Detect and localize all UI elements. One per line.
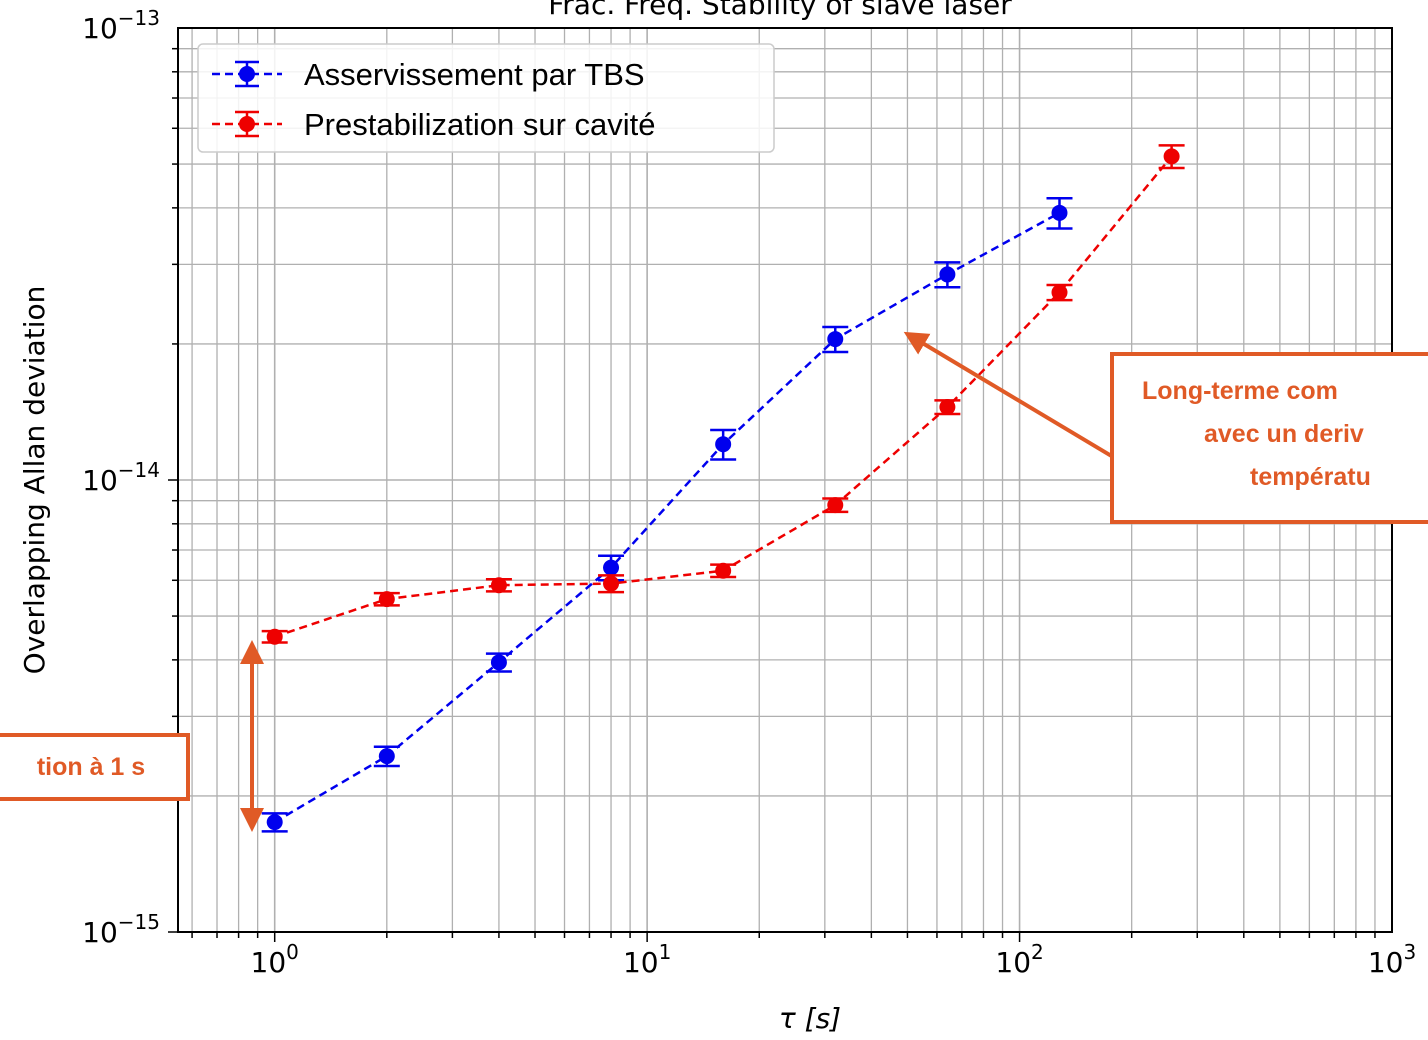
- data-point: [827, 331, 844, 348]
- y-tick-label-base: 10: [82, 916, 118, 949]
- data-point: [266, 628, 283, 645]
- series-1: [261, 144, 1185, 645]
- y-axis-label: Overlapping Allan deviation: [18, 286, 51, 675]
- data-point: [603, 559, 620, 576]
- annotation-long-term-line-1: Long-terme com: [1142, 377, 1338, 405]
- y-tick-label-exponent: −15: [118, 910, 160, 934]
- y-tick-label-base: 10: [82, 464, 118, 497]
- data-point: [490, 654, 507, 671]
- y-tick-label: 10−15: [82, 910, 160, 949]
- x-tick-label: 101: [623, 940, 671, 979]
- data-point: [939, 399, 956, 416]
- y-tick-label: 10−13: [82, 6, 160, 45]
- x-tick-label-exponent: 1: [659, 940, 672, 964]
- x-tick-label: 100: [251, 940, 299, 979]
- annotation-long-term: Long-terme com avec un deriv températu: [1110, 352, 1428, 524]
- series-line: [274, 211, 1061, 824]
- legend-swatch-marker: [239, 116, 255, 132]
- data-point: [827, 497, 844, 514]
- x-tick-label-base: 10: [1368, 946, 1404, 979]
- x-tick-label-base: 10: [623, 946, 659, 979]
- x-tick-label-base: 10: [251, 946, 287, 979]
- legend-swatch-marker: [239, 66, 255, 82]
- series-0: [261, 197, 1073, 833]
- x-tick-label-exponent: 2: [1031, 940, 1044, 964]
- legend-label: Prestabilization sur cavité: [304, 107, 656, 142]
- y-tick-label-exponent: −14: [118, 458, 160, 482]
- data-point: [1163, 148, 1180, 165]
- legend-label: Asservissement par TBS: [304, 57, 645, 92]
- x-tick-label-exponent: 3: [1403, 940, 1416, 964]
- data-point: [378, 591, 395, 608]
- data-point: [715, 562, 732, 579]
- data-point: [939, 266, 956, 283]
- data-point: [715, 436, 732, 453]
- y-tick-label-base: 10: [82, 12, 118, 45]
- x-tick-label: 103: [1368, 940, 1416, 979]
- annotation-stability-1s-text: tion à 1 s: [36, 753, 146, 781]
- data-point: [266, 814, 283, 831]
- y-tick-label-exponent: −13: [118, 6, 160, 30]
- chart-title: Frac. Freq. Stability of slave laser: [548, 0, 1012, 21]
- data-point: [1051, 284, 1068, 301]
- annotation-long-term-line-2: avec un deriv: [1204, 420, 1364, 448]
- x-tick-label-exponent: 0: [286, 940, 299, 964]
- x-tick-label: 102: [995, 940, 1043, 979]
- legend-box: [197, 43, 775, 153]
- data-point: [1051, 204, 1068, 221]
- annotation-stability-1s: tion à 1 s: [0, 733, 190, 801]
- x-axis-label: τ [s]: [779, 1002, 841, 1035]
- data-point: [490, 577, 507, 594]
- legend: Asservissement par TBS Prestabilization s…: [197, 43, 775, 153]
- annotation-long-term-line-3: températu: [1250, 463, 1371, 491]
- x-tick-label-base: 10: [995, 946, 1031, 979]
- y-tick-label: 10−14: [82, 458, 160, 497]
- data-point: [378, 748, 395, 765]
- data-series: [261, 144, 1185, 833]
- data-point: [603, 575, 620, 592]
